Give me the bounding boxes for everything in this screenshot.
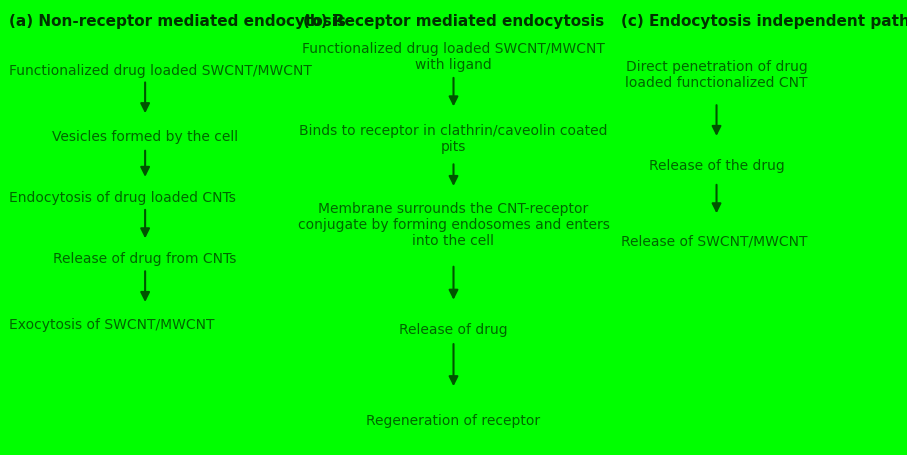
Text: Release of drug from CNTs: Release of drug from CNTs [54, 253, 237, 266]
Text: Functionalized drug loaded SWCNT/MWCNT: Functionalized drug loaded SWCNT/MWCNT [9, 64, 312, 77]
Text: (b) Receptor mediated endocytosis: (b) Receptor mediated endocytosis [303, 14, 604, 29]
Text: Release of SWCNT/MWCNT: Release of SWCNT/MWCNT [621, 234, 808, 248]
Text: Binds to receptor in clathrin/caveolin coated
pits: Binds to receptor in clathrin/caveolin c… [299, 124, 608, 154]
Text: Endocytosis of drug loaded CNTs: Endocytosis of drug loaded CNTs [9, 191, 236, 205]
Text: Direct penetration of drug
loaded functionalized CNT: Direct penetration of drug loaded functi… [625, 60, 808, 90]
Text: Membrane surrounds the CNT-receptor
conjugate by forming endosomes and enters
in: Membrane surrounds the CNT-receptor conj… [297, 202, 610, 248]
Text: (c) Endocytosis independent pathway: (c) Endocytosis independent pathway [621, 14, 907, 29]
Text: Release of the drug: Release of the drug [649, 159, 785, 173]
Text: (a) Non-receptor mediated endocytosis: (a) Non-receptor mediated endocytosis [9, 14, 346, 29]
Text: Vesicles formed by the cell: Vesicles formed by the cell [52, 130, 239, 143]
Text: Regeneration of receptor: Regeneration of receptor [366, 414, 541, 428]
Text: Exocytosis of SWCNT/MWCNT: Exocytosis of SWCNT/MWCNT [9, 318, 215, 332]
Text: Functionalized drug loaded SWCNT/MWCNT
with ligand: Functionalized drug loaded SWCNT/MWCNT w… [302, 42, 605, 72]
Text: Release of drug: Release of drug [399, 323, 508, 337]
